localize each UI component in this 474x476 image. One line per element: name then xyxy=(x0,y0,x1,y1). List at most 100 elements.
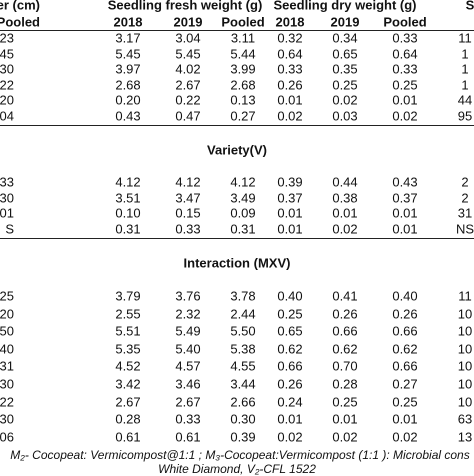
cell: 0.28 xyxy=(332,376,358,392)
header-cell: S xyxy=(465,0,474,13)
header-cell: 2018 xyxy=(275,14,305,30)
cell: 0.64 xyxy=(277,46,303,62)
cell: 5.44 xyxy=(230,46,256,62)
cell: 0.01 xyxy=(277,411,303,427)
cell: 10 xyxy=(457,358,473,374)
cell: 0.25 xyxy=(332,77,358,93)
cell: 0.31 xyxy=(115,221,141,237)
cell: 4.12 xyxy=(115,174,141,190)
cell: 0.01 xyxy=(277,92,303,108)
cell: 30 xyxy=(0,190,14,206)
cell: 2.66 xyxy=(230,394,256,410)
cell: 0.62 xyxy=(332,341,358,357)
cell: 10 xyxy=(457,323,473,339)
header-cell: Seedling dry weight (g) xyxy=(273,0,417,13)
cell: 30 xyxy=(0,61,14,77)
cell: 0.33 xyxy=(392,61,418,77)
cell: 0.39 xyxy=(277,174,303,190)
cell: 0.02 xyxy=(277,108,303,124)
cell: 0.10 xyxy=(115,205,141,221)
cell: 0.02 xyxy=(392,429,418,445)
cell: 20 xyxy=(0,92,14,108)
section-title: Variety(V) xyxy=(207,142,267,158)
cell: 95 xyxy=(457,108,473,124)
cell: 0.37 xyxy=(392,190,418,206)
cell: 30 xyxy=(0,411,14,427)
cell: 0.20 xyxy=(115,92,141,108)
cell: 0.38 xyxy=(332,190,358,206)
cell: 31 xyxy=(0,358,14,374)
cell: 3.42 xyxy=(115,376,141,392)
cell: 5.45 xyxy=(115,46,141,62)
cell: 3.51 xyxy=(115,190,141,206)
cell: 0.31 xyxy=(230,221,256,237)
cell: 5.40 xyxy=(175,341,201,357)
cell: 0.02 xyxy=(332,92,358,108)
cell: 3.44 xyxy=(230,376,256,392)
cell: 5.50 xyxy=(230,323,256,339)
cell: 0.41 xyxy=(332,288,358,304)
cell: 0.15 xyxy=(175,205,201,221)
cell: 4.57 xyxy=(175,358,201,374)
cell: 10 xyxy=(457,341,473,357)
cell: 1 xyxy=(461,46,469,62)
cell: 13 xyxy=(457,429,473,445)
cell: 5.45 xyxy=(175,46,201,62)
cell: 0.70 xyxy=(332,358,358,374)
cell: 04 xyxy=(0,108,14,124)
cell: 0.47 xyxy=(175,108,201,124)
cell: 0.66 xyxy=(392,358,418,374)
cell: 0.22 xyxy=(175,92,201,108)
cell: 3.47 xyxy=(175,190,201,206)
cell: 0.27 xyxy=(230,108,256,124)
rule xyxy=(0,238,474,239)
cell: 4.55 xyxy=(230,358,256,374)
cell: 10 xyxy=(457,394,473,410)
cell: 25 xyxy=(0,288,14,304)
cell: NS xyxy=(455,221,474,237)
cell: 0.03 xyxy=(332,108,358,124)
cell: 5.49 xyxy=(175,323,201,339)
cell: 0.34 xyxy=(332,30,358,46)
cell: 0.35 xyxy=(332,61,358,77)
cell: 45 xyxy=(0,46,14,62)
header-cell: 2019 xyxy=(330,14,360,30)
cell: 0.64 xyxy=(392,46,418,62)
cell: 0.43 xyxy=(392,174,418,190)
cell: 01 xyxy=(0,205,14,221)
cell: 3.11 xyxy=(230,30,256,46)
cell: 22 xyxy=(0,77,14,93)
cell: 0.24 xyxy=(277,394,303,410)
cell: 0.02 xyxy=(332,221,358,237)
cell: 3.04 xyxy=(175,30,201,46)
cell: 0.39 xyxy=(230,429,256,445)
header-cell: Pooled xyxy=(221,14,265,30)
cell: 0.32 xyxy=(277,30,303,46)
rule xyxy=(0,30,474,31)
cell: 10 xyxy=(457,306,473,322)
cell: 3.78 xyxy=(230,288,256,304)
cell: 11 xyxy=(458,30,472,46)
cell: 3.79 xyxy=(115,288,141,304)
cell: 3.99 xyxy=(230,61,256,77)
cell: 22 xyxy=(0,394,14,410)
cell: 2.55 xyxy=(115,306,141,322)
cell: 0.01 xyxy=(392,205,418,221)
header-cell: Pooled xyxy=(0,14,40,30)
cell: 0.65 xyxy=(332,46,358,62)
cell: 2 xyxy=(461,190,469,206)
cell: 2 xyxy=(461,174,469,190)
cell: 63 xyxy=(457,411,473,427)
rule xyxy=(0,125,474,126)
cell: 0.65 xyxy=(277,323,303,339)
cell: 0.66 xyxy=(392,323,418,339)
cell: 0.62 xyxy=(277,341,303,357)
cell: 0.37 xyxy=(277,190,303,206)
cell: 23 xyxy=(0,30,14,46)
cell: 11 xyxy=(458,288,472,304)
cell: 5.35 xyxy=(115,341,141,357)
cell: 0.26 xyxy=(277,376,303,392)
cell: 0.25 xyxy=(332,394,358,410)
cell: 0.44 xyxy=(332,174,358,190)
cell: 0.40 xyxy=(392,288,418,304)
